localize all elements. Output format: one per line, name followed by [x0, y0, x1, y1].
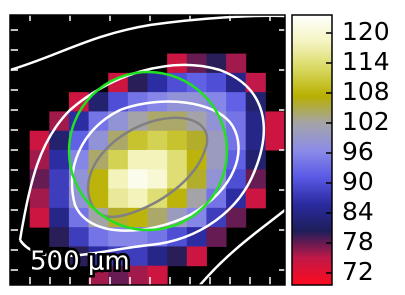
colorbar-tick-label: 78: [342, 227, 374, 256]
colorbar-tick-label: 84: [342, 197, 374, 226]
heatmap-cell: [187, 169, 207, 189]
heatmap-cell: [30, 189, 50, 209]
colorbar-tick-label: 72: [342, 257, 374, 286]
heatmap-cell: [128, 131, 148, 151]
heatmap-cell: [187, 227, 207, 247]
heatmap-cell: [148, 131, 168, 151]
heatmap-cell: [167, 150, 187, 170]
colorbar-tick-label: 120: [342, 17, 390, 46]
heatmap-cell: [187, 131, 207, 151]
heatmap-cell: [206, 73, 226, 93]
colorbar-tick-label: 108: [342, 77, 390, 106]
heatmap-cell: [187, 246, 207, 266]
colorbar: [292, 15, 332, 285]
heatmap-cell: [206, 150, 226, 170]
heatmap-cell: [89, 131, 109, 151]
heatmap-cell: [128, 266, 148, 286]
heatmap-cell: [148, 150, 168, 170]
heatmap-cell: [49, 169, 69, 189]
heatmap-cell: [265, 111, 285, 131]
heatmap-cell: [148, 73, 168, 93]
heatmap-cell: [167, 54, 187, 74]
heatmap-cell: [167, 131, 187, 151]
colorbar-tick-label: 96: [342, 137, 374, 166]
heatmap-cell: [108, 150, 128, 170]
heatmap-cell: [128, 189, 148, 209]
heatmap-cell: [148, 246, 168, 266]
heatmap-cell: [246, 189, 266, 209]
heatmap-cell: [246, 92, 266, 112]
heatmap-cell: [226, 54, 246, 74]
heatmap-cell: [148, 169, 168, 189]
colorbar-tick-label: 102: [342, 107, 390, 136]
heatmap-cell: [128, 150, 148, 170]
heatmap-cell: [128, 169, 148, 189]
heatmap-cell: [49, 208, 69, 228]
colorbar-tick-label: 114: [342, 47, 390, 76]
heatmap-cell: [265, 131, 285, 151]
heatmap-cell: [69, 227, 89, 247]
scale-annotation: 500 μm: [30, 247, 130, 277]
heatmap-cell: [167, 111, 187, 131]
heatmap-cell: [49, 227, 69, 247]
heatmap-cell: [49, 150, 69, 170]
heatmap-cell: [89, 111, 109, 131]
heatmap-cell: [108, 189, 128, 209]
heatmap-cell: [167, 246, 187, 266]
heatmap-cell: [30, 208, 50, 228]
heatmap-cell: [187, 54, 207, 74]
heatmap-cell: [49, 189, 69, 209]
heatmap-cell: [226, 92, 246, 112]
colorbar-tick-label: 90: [342, 167, 374, 196]
heatmap-cell: [206, 131, 226, 151]
chart: 500 μm 7278849096102108114120: [0, 0, 405, 295]
heatmap-cell: [128, 111, 148, 131]
heatmap-cell: [108, 169, 128, 189]
heatmap-cell: [206, 227, 226, 247]
heatmap-cell: [128, 246, 148, 266]
heatmap-cell: [89, 227, 109, 247]
heatmap-cell: [167, 189, 187, 209]
